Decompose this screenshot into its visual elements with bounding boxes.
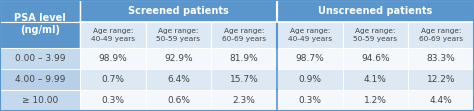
Bar bbox=[80, 48, 146, 69]
Text: 1.2%: 1.2% bbox=[364, 96, 387, 105]
Bar bbox=[277, 90, 343, 111]
Text: 0.3%: 0.3% bbox=[298, 96, 321, 105]
Text: 4.00 – 9.99: 4.00 – 9.99 bbox=[15, 75, 65, 84]
Bar bbox=[0, 48, 80, 69]
Bar bbox=[211, 90, 277, 111]
Text: ≥ 10.00: ≥ 10.00 bbox=[22, 96, 58, 105]
Text: 12.2%: 12.2% bbox=[427, 75, 456, 84]
Bar bbox=[211, 69, 277, 90]
Text: Screened patients: Screened patients bbox=[128, 6, 229, 16]
Text: PSA level
(ng/ml): PSA level (ng/ml) bbox=[14, 13, 66, 35]
Bar bbox=[211, 48, 277, 69]
Bar bbox=[343, 22, 408, 48]
Bar bbox=[277, 0, 474, 22]
Text: Age range:
40-49 years: Age range: 40-49 years bbox=[91, 28, 135, 42]
Bar bbox=[277, 22, 343, 48]
Bar bbox=[408, 48, 474, 69]
Bar bbox=[0, 69, 80, 90]
Bar bbox=[80, 90, 146, 111]
Text: 4.1%: 4.1% bbox=[364, 75, 387, 84]
Text: 0.3%: 0.3% bbox=[101, 96, 124, 105]
Bar bbox=[0, 90, 80, 111]
Text: 0.00 – 3.99: 0.00 – 3.99 bbox=[15, 54, 65, 63]
Text: 98.7%: 98.7% bbox=[295, 54, 324, 63]
Bar bbox=[80, 69, 146, 90]
Text: Age range:
60-69 years: Age range: 60-69 years bbox=[222, 28, 266, 42]
Bar bbox=[0, 22, 80, 48]
Text: Age range:
60-69 years: Age range: 60-69 years bbox=[419, 28, 463, 42]
Text: 81.9%: 81.9% bbox=[230, 54, 258, 63]
Bar bbox=[408, 22, 474, 48]
Bar bbox=[80, 0, 277, 22]
Text: 92.9%: 92.9% bbox=[164, 54, 193, 63]
Text: 15.7%: 15.7% bbox=[230, 75, 258, 84]
Bar bbox=[146, 90, 211, 111]
Text: 6.4%: 6.4% bbox=[167, 75, 190, 84]
Bar bbox=[408, 90, 474, 111]
Bar bbox=[343, 90, 408, 111]
Text: 0.9%: 0.9% bbox=[298, 75, 321, 84]
Bar bbox=[343, 48, 408, 69]
Text: Unscreened patients: Unscreened patients bbox=[319, 6, 433, 16]
Text: Age range:
40-49 years: Age range: 40-49 years bbox=[288, 28, 332, 42]
Text: Age range:
50-59 years: Age range: 50-59 years bbox=[156, 28, 201, 42]
Text: 94.6%: 94.6% bbox=[361, 54, 390, 63]
Text: 0.7%: 0.7% bbox=[101, 75, 124, 84]
Text: 83.3%: 83.3% bbox=[427, 54, 456, 63]
Text: Age range:
50-59 years: Age range: 50-59 years bbox=[354, 28, 398, 42]
Text: 98.9%: 98.9% bbox=[99, 54, 127, 63]
Bar bbox=[277, 48, 343, 69]
Bar bbox=[277, 69, 343, 90]
Bar bbox=[408, 69, 474, 90]
Bar bbox=[146, 69, 211, 90]
Text: 2.3%: 2.3% bbox=[233, 96, 255, 105]
Bar bbox=[80, 22, 146, 48]
Bar bbox=[146, 22, 211, 48]
Text: 0.6%: 0.6% bbox=[167, 96, 190, 105]
Bar bbox=[343, 69, 408, 90]
Text: 4.4%: 4.4% bbox=[430, 96, 453, 105]
Bar bbox=[146, 48, 211, 69]
Bar bbox=[211, 22, 277, 48]
Bar bbox=[0, 0, 80, 22]
